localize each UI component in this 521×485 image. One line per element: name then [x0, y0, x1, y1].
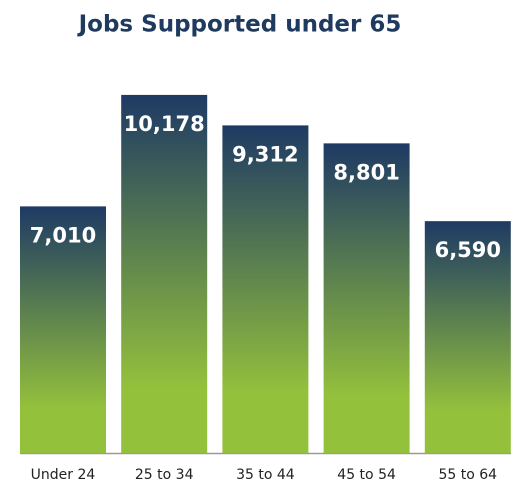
value-label: 6,590 [435, 238, 501, 262]
bar [323, 143, 410, 454]
x-tick-label: 45 to 54 [337, 467, 396, 483]
value-label: 10,178 [124, 112, 205, 136]
bar [121, 94, 208, 453]
x-tick-label: Under 24 [31, 467, 96, 483]
chart-title: Jobs Supported under 65 [77, 12, 402, 38]
value-label: 8,801 [333, 160, 399, 184]
x-tick-label: 25 to 34 [135, 467, 194, 483]
value-label: 9,312 [232, 142, 298, 166]
bar [424, 221, 511, 453]
bar [222, 125, 309, 454]
bar [20, 206, 106, 453]
x-tick-label: 55 to 64 [439, 467, 498, 483]
value-label: 7,010 [30, 223, 96, 247]
x-tick-label: 35 to 44 [236, 467, 295, 483]
